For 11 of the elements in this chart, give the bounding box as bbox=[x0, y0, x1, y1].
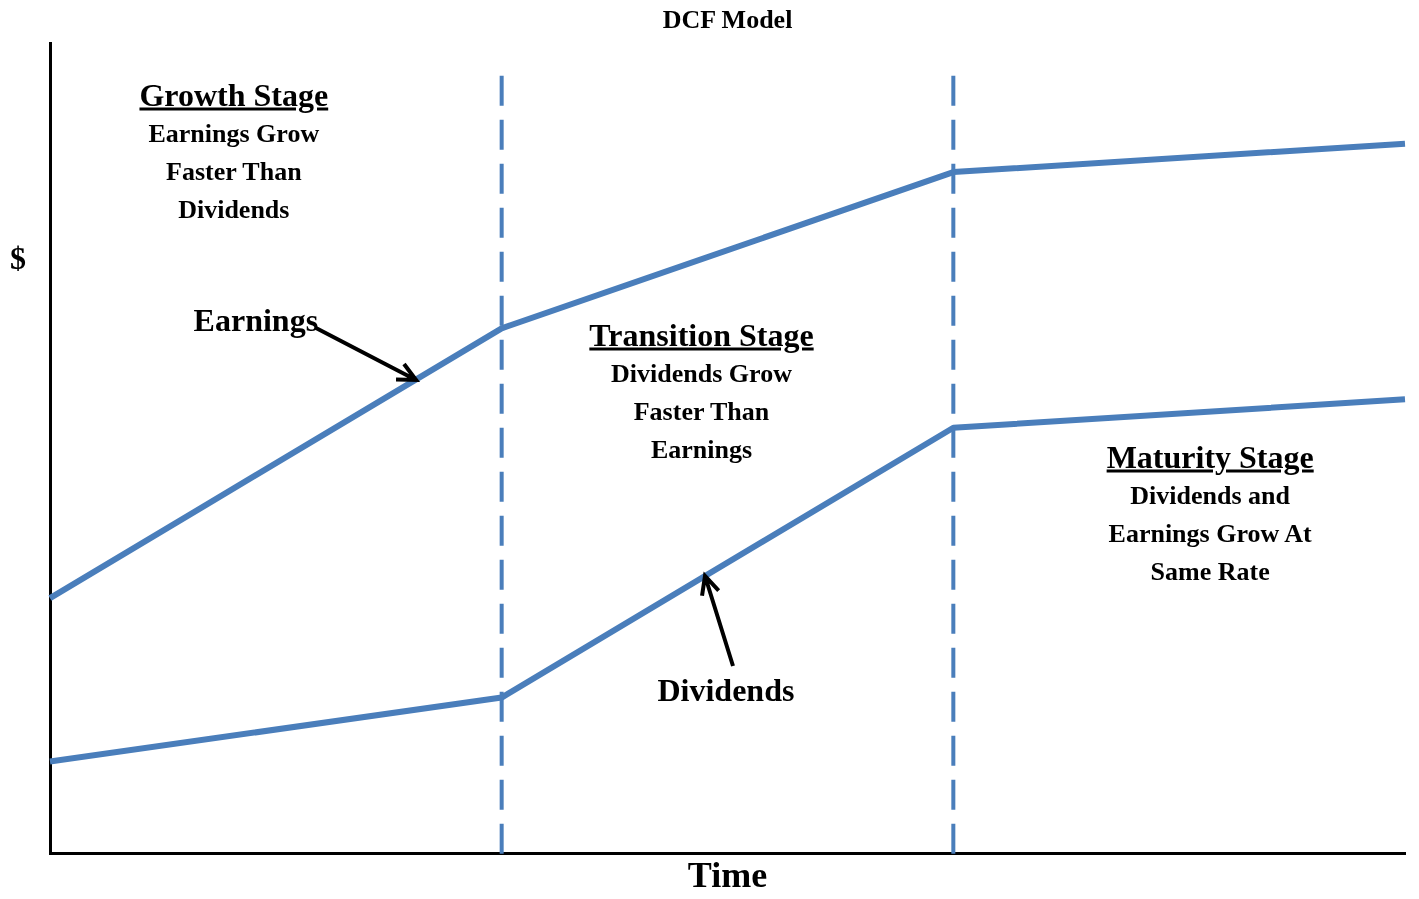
annotation: Maturity Stage bbox=[1106, 438, 1314, 476]
annotation: Earnings Grow Faster Than Dividends bbox=[147, 118, 321, 226]
text: Earnings bbox=[193, 301, 319, 339]
chart-title: DCF Model bbox=[662, 5, 793, 35]
x-axis-title: Time bbox=[687, 854, 768, 895]
text: Growth Stage bbox=[139, 76, 329, 114]
annotation: Transition Stage bbox=[589, 316, 814, 354]
annotation: Dividends and Earnings Grow At Same Rate bbox=[1107, 480, 1313, 588]
y-axis-title: $ bbox=[10, 239, 26, 277]
series-label: Dividends bbox=[657, 671, 795, 709]
annotation: Dividends Grow Faster Than Earnings bbox=[610, 358, 793, 466]
